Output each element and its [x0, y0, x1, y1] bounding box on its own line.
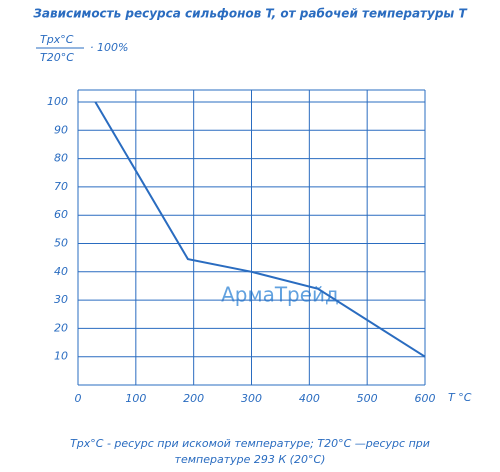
x-tick-label: 600	[415, 392, 436, 405]
watermark: АрмаТрейд	[221, 283, 339, 307]
footnote: температуре 293 К (20°С)	[175, 453, 326, 466]
line	[94, 101, 426, 358]
y-tick-label: 40	[54, 265, 68, 278]
y-tick-label: 90	[54, 123, 68, 136]
x-tick-label: 0	[75, 392, 82, 405]
y-tick-label: 30	[54, 293, 68, 306]
y-tick-label: 50	[54, 237, 68, 250]
footnote: Tрх°С - ресурс при искомой температуре; …	[70, 437, 430, 450]
y-tick-label: 100	[47, 95, 68, 108]
y-label-denominator: T20°С	[40, 51, 74, 64]
chart-title: Зависимость ресурса сильфонов T, от рабо…	[33, 7, 467, 21]
y-tick-label: 10	[54, 350, 68, 363]
x-tick-label: 300	[241, 392, 262, 405]
x-tick-label: 100	[125, 392, 146, 405]
y-tick-label: 20	[54, 321, 68, 334]
x-tick-label: 200	[183, 392, 204, 405]
x-tick-label: 500	[357, 392, 378, 405]
y-label-numerator: Tрх°С	[40, 33, 74, 46]
x-tick-label: 400	[299, 392, 320, 405]
y-tick-label: 60	[54, 208, 68, 221]
y-label-suffix: · 100%	[90, 41, 128, 54]
x-label: T °C	[448, 391, 472, 404]
y-tick-label: 80	[54, 152, 68, 165]
y-tick-label: 70	[54, 180, 68, 193]
